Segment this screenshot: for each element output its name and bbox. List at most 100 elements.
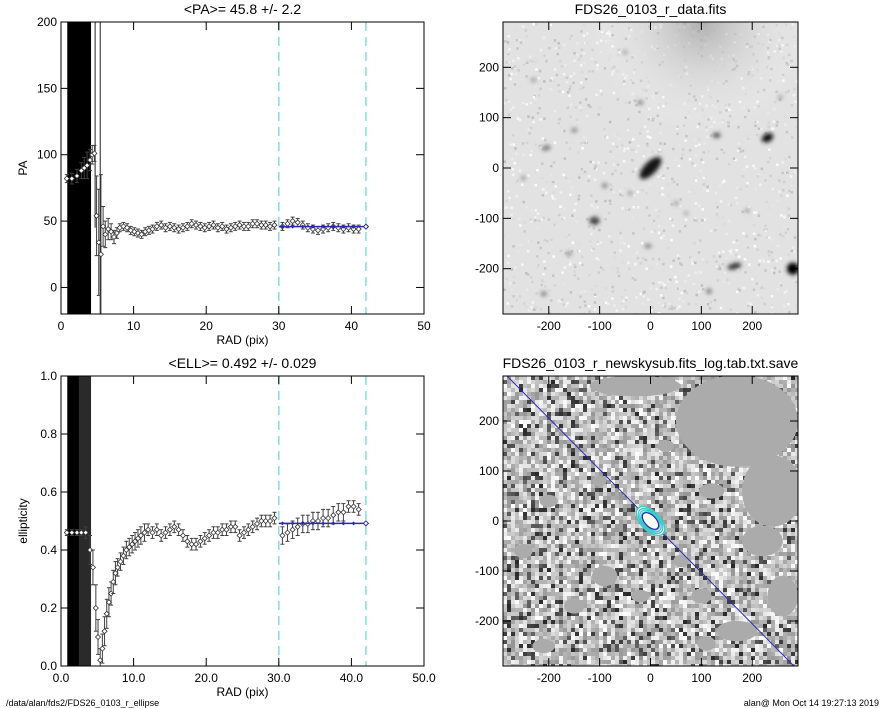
diamond-marker	[112, 570, 119, 577]
y-tick-label: 0.4	[40, 543, 57, 557]
diamond-marker	[340, 509, 347, 516]
fit-marker	[331, 224, 336, 229]
diamond-marker	[284, 529, 291, 536]
panel-title: FDS26_0103_r_data.fits	[575, 1, 727, 17]
data-point	[267, 221, 274, 231]
data-point	[335, 503, 342, 522]
fit-marker	[290, 224, 295, 229]
diamond-marker	[236, 222, 243, 229]
panel-title: FDS26_0103_r_newskysub.fits_log.tab.txt.…	[503, 355, 799, 371]
diamond-marker	[179, 224, 187, 231]
source-blob	[778, 95, 783, 100]
y-tick-label: 0.2	[40, 601, 57, 615]
data-point	[105, 217, 112, 241]
source-blob	[706, 288, 712, 294]
plot-frame	[502, 375, 799, 667]
data-point	[227, 520, 234, 534]
diamond-marker	[320, 225, 327, 233]
footer-user-timestamp: alan@ Mon Oct 14 19:27:13 2019	[743, 698, 879, 708]
masked-region	[673, 554, 689, 568]
data-point	[271, 220, 278, 230]
ellipticity-profile-panel: 0.0 10.0 20.0 30.0 40.0 50.0 0.0 0.2 0.4 0.6 0.8 1.…	[16, 355, 436, 699]
diamond-marker	[289, 218, 296, 225]
masked-region	[698, 483, 725, 499]
plot-frame	[60, 21, 425, 315]
masked-region	[697, 636, 716, 651]
diamond-marker	[162, 529, 169, 536]
y-axis-label: ellipticity	[16, 498, 30, 543]
masked-region	[589, 376, 682, 397]
fit-marker	[351, 224, 356, 229]
diamond-marker	[245, 223, 252, 230]
data-point	[214, 223, 221, 233]
data-point	[192, 220, 200, 230]
isophote-contour	[639, 509, 662, 533]
data-point	[86, 148, 94, 172]
data-point	[127, 225, 134, 235]
data-point	[171, 223, 178, 233]
y-tick-label: 200	[479, 414, 499, 428]
data-point	[309, 511, 316, 531]
data-point	[330, 506, 337, 525]
data-point	[162, 526, 169, 539]
x-tick-label: 100	[691, 671, 711, 685]
fit-marker	[331, 521, 336, 526]
masked-region	[742, 455, 798, 527]
x-tick-label: 10	[127, 319, 141, 333]
data-point	[184, 535, 191, 548]
data-point	[227, 223, 234, 233]
masked-region	[742, 525, 783, 557]
x-tick-label: -200	[537, 319, 561, 333]
diamond-marker	[84, 162, 91, 169]
data-point	[197, 535, 204, 548]
data-point	[134, 529, 142, 548]
diamond-marker	[197, 223, 204, 230]
y-axis-label: PA	[16, 160, 30, 175]
data-point	[214, 526, 221, 539]
data-point	[232, 520, 239, 534]
data-point	[249, 520, 256, 534]
diamond-marker	[131, 538, 139, 545]
diamond-marker	[210, 529, 217, 536]
source-blob	[571, 128, 578, 133]
inner-fit-ellipse	[641, 512, 660, 530]
data-point	[206, 221, 213, 231]
y-tick-label: 0	[492, 514, 499, 528]
diamond-marker	[335, 509, 342, 516]
data-point	[236, 529, 243, 542]
diamond-marker	[171, 523, 178, 530]
source-blob	[761, 133, 774, 143]
data-point	[201, 532, 208, 545]
diamond-marker	[330, 512, 337, 519]
fit-marker	[280, 224, 285, 229]
data-point	[84, 151, 91, 180]
diamond-marker	[89, 564, 97, 571]
data-point	[284, 523, 291, 542]
diamond-marker	[289, 526, 296, 533]
data-point	[138, 229, 145, 239]
diamond-marker	[134, 535, 142, 542]
y-tick-label: 200	[37, 15, 57, 29]
diamond-marker	[184, 223, 191, 230]
data-point	[184, 221, 191, 231]
data-point	[179, 223, 187, 233]
data-point	[89, 549, 97, 586]
diamond-marker	[171, 224, 178, 231]
fit-marker	[310, 224, 315, 229]
data-point	[68, 529, 75, 536]
image-area	[503, 22, 798, 314]
diamond-marker	[219, 526, 226, 533]
data-point	[63, 174, 70, 184]
data-point	[245, 523, 252, 536]
diamond-marker	[253, 220, 261, 227]
diamond-marker	[350, 225, 357, 233]
diamond-marker	[325, 515, 332, 522]
data-point	[162, 223, 169, 233]
y-tick-label: 150	[37, 81, 57, 95]
data-point	[240, 526, 248, 539]
masked-region	[564, 598, 585, 614]
x-tick-label: 50.0	[412, 671, 436, 685]
data-point	[335, 223, 342, 233]
diamond-marker	[240, 223, 248, 230]
